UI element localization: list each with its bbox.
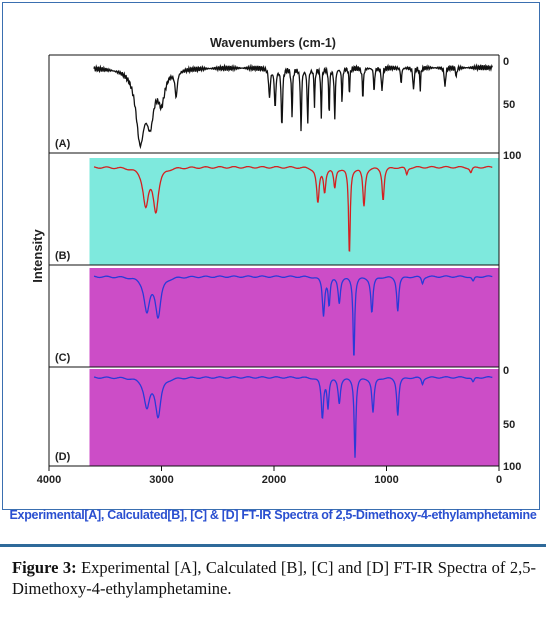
right-axis: 0 50 100 0 50 100	[503, 56, 521, 473]
panel-label-a: (A)	[55, 138, 71, 150]
caption-label: Figure 3:	[12, 558, 77, 577]
spectrum-line-d	[93, 376, 493, 458]
panel-label-c: (C)	[55, 352, 71, 364]
x-tick-label: 0	[496, 474, 502, 486]
figure-subtitle: Experimental[A], Calculated[B], [C] & [D…	[9, 508, 537, 522]
caption-separator	[0, 544, 546, 547]
spectrum-line-a	[93, 63, 493, 150]
panel-label-d: (D)	[55, 451, 71, 463]
panels: (A) (B) (C) (D)	[49, 63, 499, 467]
panel-background	[89, 158, 499, 265]
caption-block: Figure 3: Experimental [A], Calculated […	[0, 524, 546, 638]
panel-b: (B)	[49, 158, 499, 266]
panel-background	[89, 268, 499, 367]
y-axis-label: Intensity	[30, 229, 45, 283]
right-tick-label: 100	[503, 150, 521, 162]
x-tick-label: 3000	[149, 474, 173, 486]
panel-a: (A)	[49, 63, 499, 154]
figure-caption: Figure 3: Experimental [A], Calculated […	[12, 557, 536, 599]
x-tick-label: 1000	[374, 474, 398, 486]
spectra-chart: Wavenumbers (cm-1) Intensity (A) (B) (C) (D…	[30, 36, 521, 486]
spectrum-line-c	[93, 275, 493, 356]
x-tick-label: 4000	[37, 474, 61, 486]
right-tick-label: 0	[503, 365, 509, 377]
panel-c: (C)	[49, 268, 499, 368]
right-tick-label: 50	[503, 99, 515, 111]
chart-title: Wavenumbers (cm-1)	[210, 36, 336, 50]
x-axis: 4000 3000 2000 1000 0	[37, 54, 502, 486]
x-tick-label: 2000	[262, 474, 286, 486]
panel-label-b: (B)	[55, 250, 71, 262]
panel-d: (D)	[49, 369, 499, 467]
right-tick-label: 50	[503, 419, 515, 431]
spectrum-line-b	[93, 165, 493, 252]
panel-background	[89, 369, 499, 466]
right-tick-label: 0	[503, 56, 509, 68]
figure-frame: Wavenumbers (cm-1) Intensity (A) (B) (C) (D…	[2, 2, 540, 522]
right-tick-label: 100	[503, 461, 521, 473]
caption-body: Experimental [A], Calculated [B], [C] an…	[12, 558, 536, 598]
